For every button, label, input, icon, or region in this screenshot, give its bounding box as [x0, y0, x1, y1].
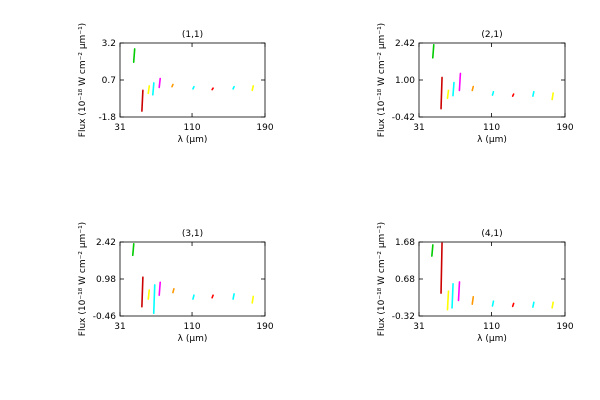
data-segment [457, 281, 461, 302]
y-tick-label: 0.68 [395, 275, 415, 285]
data-segment [532, 90, 535, 97]
x-axis-label: λ (μm) [477, 334, 507, 344]
data-segment [152, 82, 155, 96]
data-segment [440, 242, 443, 294]
data-segment [551, 92, 554, 101]
data-segment [192, 85, 195, 90]
data-segment [141, 276, 144, 308]
data-segment [471, 295, 475, 305]
y-tick-label: 1.00 [395, 76, 415, 86]
data-segment [551, 301, 554, 309]
y-axis-label: Flux (10⁻¹⁸ W cm⁻² μm⁻¹) [78, 222, 88, 336]
data-segment [141, 89, 144, 112]
y-axis-label: Flux (10⁻¹⁸ W cm⁻² μm⁻¹) [377, 23, 387, 137]
x-axis-label: λ (μm) [178, 135, 208, 145]
data-segment [451, 283, 454, 309]
x-tick-label: 190 [556, 322, 573, 332]
x-tick-label: 110 [183, 123, 200, 133]
data-segment [440, 76, 443, 110]
data-segment [511, 93, 515, 97]
data-segment [491, 300, 495, 307]
data-segment [131, 242, 135, 257]
chart-panel: (4,1) 31 110 190 -0.32 0.68 1.68 λ (μm) Flux (10… [377, 222, 574, 344]
data-segment [458, 72, 462, 92]
x-tick-label: 110 [483, 123, 500, 133]
panel-title: (2,1) [481, 30, 502, 40]
data-segment [232, 293, 235, 300]
y-axis-label: Flux (10⁻¹⁸ W cm⁻² μm⁻¹) [377, 222, 387, 336]
y-tick-label: 2.42 [395, 39, 415, 49]
data-segment [251, 85, 255, 92]
data-segment [171, 83, 174, 88]
x-tick-label: 31 [114, 322, 125, 332]
y-tick-label: 2.42 [96, 238, 116, 248]
x-tick-label: 190 [256, 322, 273, 332]
y-tick-label: 0.7 [102, 76, 116, 86]
data-segment [431, 44, 435, 59]
chart-panel: (3,1) 31 110 190 -0.46 0.98 2.42 λ (μm) Flux (10… [78, 222, 274, 344]
data-segment [172, 287, 175, 294]
data-segment [211, 87, 214, 91]
panel-title: (4,1) [481, 229, 502, 239]
x-axis-label: λ (μm) [477, 135, 507, 145]
x-tick-label: 110 [183, 322, 200, 332]
y-tick-label: -0.32 [392, 312, 415, 322]
data-segment [152, 284, 156, 314]
data-segment [147, 289, 151, 300]
x-tick-label: 31 [114, 123, 125, 133]
y-tick-label: 0.98 [96, 275, 116, 285]
data-segment [471, 85, 475, 92]
x-tick-label: 31 [413, 322, 424, 332]
data-segment [431, 244, 434, 257]
x-axis-label: λ (μm) [178, 334, 208, 344]
data-segment [452, 81, 455, 97]
chart-panel: (1,1) 31 110 190 -1.8 0.7 3.2 λ (μm) Flux (10⁻¹⁸… [78, 23, 274, 145]
data-segment [251, 295, 255, 304]
x-tick-label: 31 [413, 123, 424, 133]
data-segment [132, 48, 136, 64]
x-tick-label: 190 [256, 123, 273, 133]
data-segment [158, 77, 162, 89]
y-tick-label: -0.42 [392, 113, 415, 123]
data-segment [532, 301, 535, 308]
data-segment [446, 89, 450, 100]
y-axis-label: Flux (10⁻¹⁸ W cm⁻² μm⁻¹) [78, 23, 88, 137]
data-segment [158, 281, 162, 296]
y-tick-label: -0.46 [93, 312, 117, 322]
data-segment [211, 294, 214, 299]
x-tick-label: 110 [483, 322, 500, 332]
data-segment [446, 290, 450, 311]
y-tick-label: 1.68 [395, 238, 415, 248]
data-segment [511, 302, 515, 308]
x-tick-label: 190 [556, 123, 573, 133]
data-segment [491, 90, 495, 96]
data-segment [147, 85, 151, 95]
panel-title: (3,1) [182, 229, 203, 239]
data-segment [232, 85, 235, 90]
y-tick-label: 3.2 [102, 39, 116, 49]
y-tick-label: -1.8 [98, 113, 116, 123]
panel-title: (1,1) [182, 30, 203, 40]
data-segment [192, 294, 195, 300]
chart-panel: (2,1) 31 110 190 -0.42 1.00 2.42 λ (μm) Flux (10… [377, 23, 574, 145]
